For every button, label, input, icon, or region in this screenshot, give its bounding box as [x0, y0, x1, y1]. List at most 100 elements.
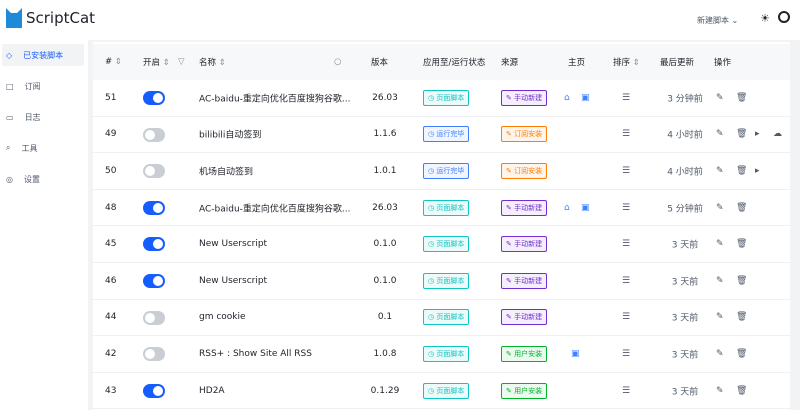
script-name[interactable]: AC-baidu-重定向优化百度搜狗谷歌...: [199, 94, 351, 105]
delete-icon[interactable]: 🗑: [736, 129, 748, 140]
enable-toggle[interactable]: [143, 237, 165, 252]
table-row: 48 AC-baidu-重定向优化百度搜狗谷歌... 26.03 ◷ 页面脚本 …: [93, 190, 790, 227]
sidebar-item-3[interactable]: ⌕ 工具: [2, 137, 84, 159]
sidebar-item-1[interactable]: □ 订阅: [2, 75, 84, 97]
edit-icon[interactable]: ✎: [716, 348, 724, 359]
search-icon[interactable]: ○: [334, 57, 342, 67]
col-updated: 最后更新: [660, 58, 695, 68]
enable-toggle[interactable]: [143, 310, 165, 325]
home-icon[interactable]: ⌂: [564, 202, 570, 213]
delete-icon[interactable]: 🗑: [736, 165, 748, 176]
script-id: 44: [105, 312, 117, 323]
enable-toggle[interactable]: [143, 274, 165, 288]
drag-handle-icon[interactable]: ☰: [622, 202, 631, 213]
code-icon: ◇: [6, 50, 13, 60]
filter-icon[interactable]: ▽: [178, 57, 185, 67]
edit-icon[interactable]: ✎: [716, 275, 724, 286]
drag-handle-icon[interactable]: ☰: [622, 165, 631, 176]
last-updated: 3 分钟前: [667, 94, 703, 105]
drag-handle-icon[interactable]: ☰: [622, 239, 631, 250]
sidebar: ◇ 已安装脚本 □ 订阅 ▭ 日志 ⌕ 工具 ◎ 设置: [0, 40, 88, 410]
run-icon[interactable]: ▸: [755, 165, 760, 176]
drag-handle-icon[interactable]: ☰: [622, 92, 631, 103]
script-id: 46: [105, 275, 117, 286]
col-enabled[interactable]: 开启 ⇕: [143, 58, 170, 68]
delete-icon[interactable]: 🗑: [736, 312, 748, 323]
col-actions: 操作: [714, 58, 732, 68]
delete-icon[interactable]: 🗑: [736, 202, 748, 213]
script-id: 51: [105, 92, 117, 103]
delete-icon[interactable]: 🗑: [736, 92, 748, 103]
source-tag: ✎ 手动新建: [501, 236, 548, 253]
source-tag: ✎ 订阅安装: [501, 126, 548, 143]
enable-toggle[interactable]: [143, 383, 165, 398]
status-tag: ◷ 页面脚本: [423, 236, 470, 253]
enable-toggle[interactable]: [143, 127, 165, 142]
col-name[interactable]: 名称 ⇕: [199, 58, 226, 68]
col-status: 应用至/运行状态: [423, 58, 486, 68]
script-id: 43: [105, 385, 117, 396]
sidebar-item-2[interactable]: ▭ 日志: [2, 106, 84, 128]
script-name[interactable]: HD2A: [199, 385, 225, 396]
table-header: # ⇕ 开启 ⇕ ▽ 名称 ⇕ ○ 版本 应用至/运行状态 来源 主页 排序 ⇕…: [93, 44, 790, 80]
bug-icon[interactable]: ▣: [581, 202, 590, 213]
last-updated: 3 天前: [671, 277, 699, 288]
edit-icon[interactable]: ✎: [716, 92, 724, 103]
edit-icon[interactable]: ✎: [716, 385, 724, 396]
drag-handle-icon[interactable]: ☰: [622, 348, 631, 359]
edit-icon[interactable]: ✎: [716, 312, 724, 323]
home-icon[interactable]: ⌂: [564, 92, 570, 103]
script-version: 1.1.6: [373, 129, 397, 140]
delete-icon[interactable]: 🗑: [736, 348, 748, 359]
script-name[interactable]: 机场自动签到: [199, 167, 254, 178]
script-id: 48: [105, 202, 117, 213]
script-name[interactable]: RSS+ : Show Site All RSS: [199, 348, 312, 359]
script-name[interactable]: AC-baidu-重定向优化百度搜狗谷歌...: [199, 204, 351, 215]
last-updated: 3 天前: [671, 313, 699, 324]
drag-handle-icon[interactable]: ☰: [622, 385, 631, 396]
enable-toggle[interactable]: [143, 91, 165, 105]
edit-icon[interactable]: ✎: [716, 239, 724, 250]
script-version: 26.03: [372, 202, 398, 213]
col-id[interactable]: # ⇕: [105, 57, 122, 67]
github-icon[interactable]: [778, 11, 790, 23]
script-name[interactable]: New Userscript: [199, 239, 268, 250]
drag-handle-icon[interactable]: ☰: [622, 129, 631, 140]
drag-handle-icon[interactable]: ☰: [622, 312, 631, 323]
enable-toggle[interactable]: [143, 347, 165, 362]
enable-toggle[interactable]: [143, 200, 165, 215]
run-icon[interactable]: ▸: [755, 129, 760, 140]
source-tag: ✎ 用户安装: [501, 345, 548, 362]
status-tag: ◷ 页面脚本: [423, 199, 470, 216]
sun-icon[interactable]: ☀: [760, 12, 770, 25]
cloud-icon[interactable]: ☁: [773, 129, 782, 140]
new-script-dropdown[interactable]: 新建脚本 ⌄: [697, 15, 738, 26]
top-bar: ScriptCat 新建脚本 ⌄ ☀: [0, 0, 800, 40]
script-name[interactable]: New Userscript: [199, 275, 268, 286]
script-table: # ⇕ 开启 ⇕ ▽ 名称 ⇕ ○ 版本 应用至/运行状态 来源 主页 排序 ⇕…: [93, 42, 790, 410]
last-updated: 3 天前: [671, 387, 699, 398]
delete-icon[interactable]: 🗑: [736, 385, 748, 396]
script-name[interactable]: gm cookie: [199, 312, 246, 323]
source-tag: ✎ 手动新建: [501, 199, 548, 216]
status-tag: ◷ 页面脚本: [423, 382, 470, 399]
source-tag: ✎ 手动新建: [501, 309, 548, 326]
sidebar-item-0[interactable]: ◇ 已安装脚本: [2, 44, 84, 66]
bug-icon[interactable]: ▣: [571, 348, 580, 359]
delete-icon[interactable]: 🗑: [736, 239, 748, 250]
logo: ScriptCat: [5, 8, 95, 28]
edit-icon[interactable]: ✎: [716, 165, 724, 176]
delete-icon[interactable]: 🗑: [736, 275, 748, 286]
col-order[interactable]: 排序 ⇕: [613, 58, 640, 68]
script-name[interactable]: bilibili自动签到: [199, 130, 262, 141]
sidebar-item-label: 设置: [23, 174, 40, 184]
edit-icon[interactable]: ✎: [716, 129, 724, 140]
status-tag: ◷ 运行完毕: [423, 162, 470, 179]
bug-icon[interactable]: ▣: [581, 92, 590, 103]
app-name: ScriptCat: [26, 9, 96, 27]
edit-icon[interactable]: ✎: [716, 202, 724, 213]
last-updated: 5 分钟前: [667, 204, 703, 215]
sidebar-item-4[interactable]: ◎ 设置: [2, 168, 84, 190]
enable-toggle[interactable]: [143, 164, 165, 179]
drag-handle-icon[interactable]: ☰: [622, 275, 631, 286]
